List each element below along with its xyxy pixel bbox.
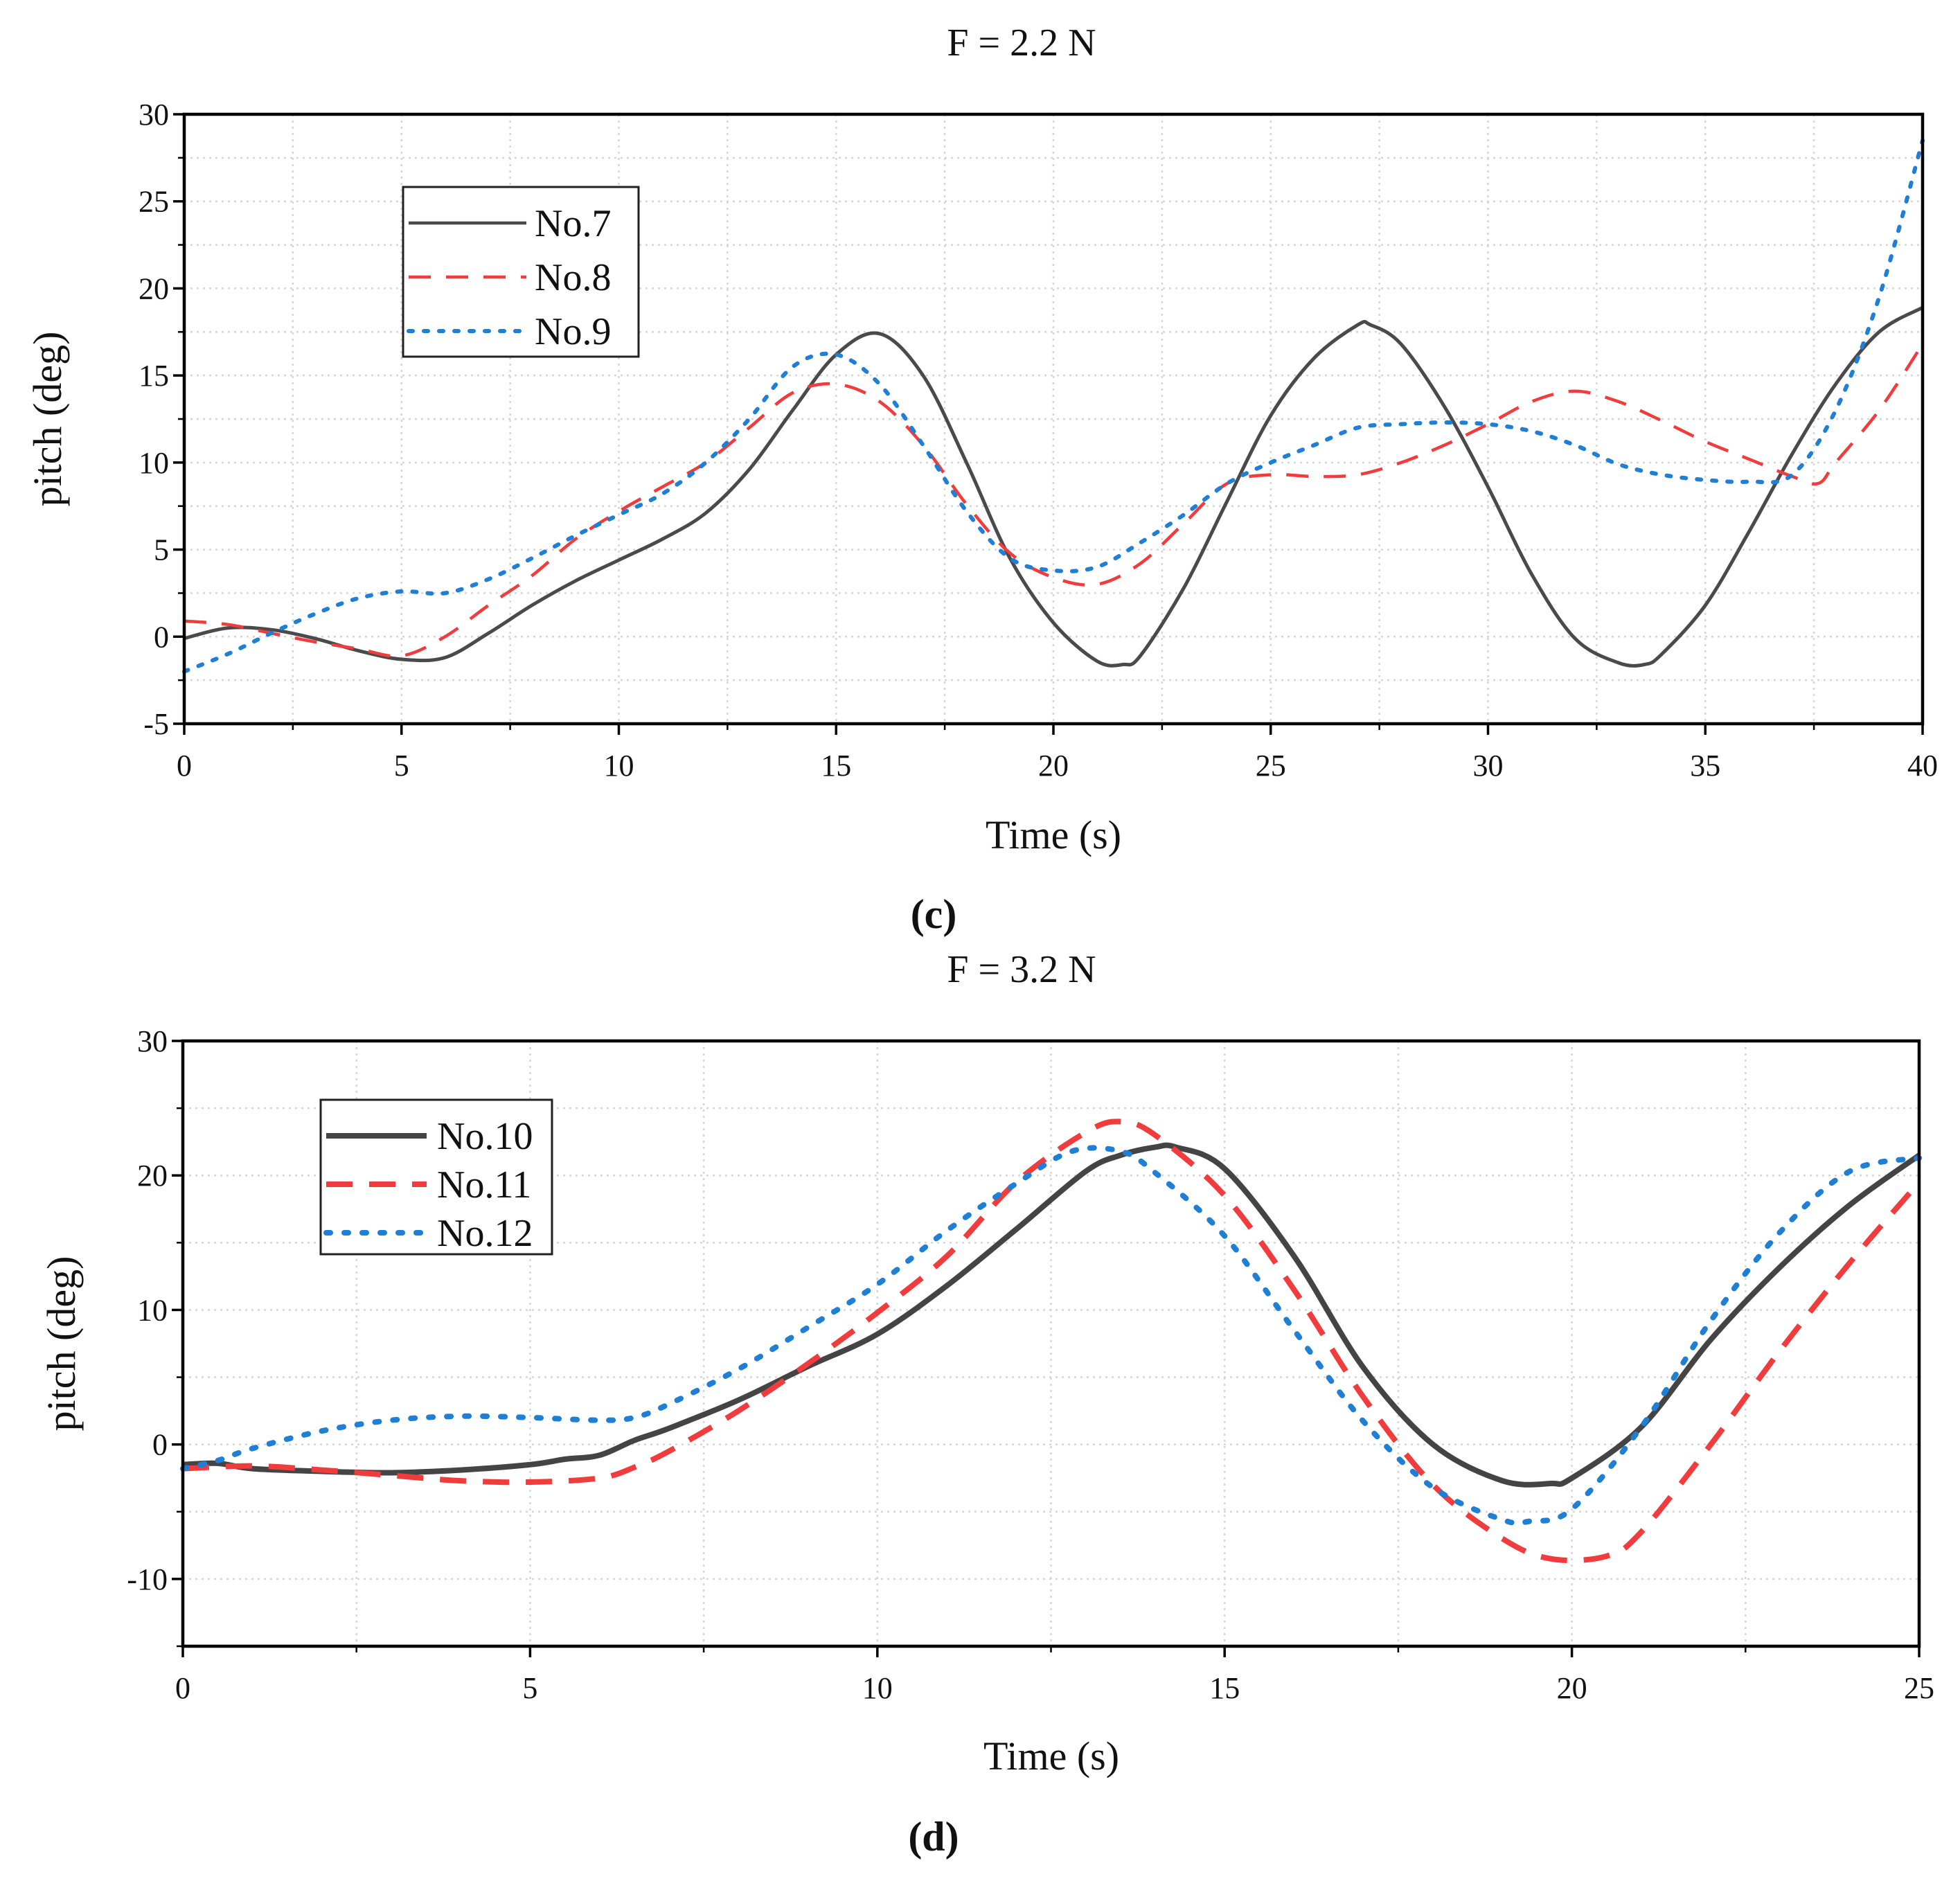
x-axis-label: Time (s) xyxy=(986,812,1121,857)
x-tick-label: 5 xyxy=(522,1671,537,1705)
panel-label: (c) xyxy=(911,891,957,937)
x-tick-label: 35 xyxy=(1690,749,1720,783)
plot-frame xyxy=(182,112,1925,726)
legend-label: No.12 xyxy=(437,1212,533,1255)
y-axis-label: pitch (deg) xyxy=(25,332,70,507)
x-tick-label: 25 xyxy=(1904,1671,1934,1705)
series-line-no7 xyxy=(184,305,1924,668)
x-tick-label: 0 xyxy=(175,1671,190,1705)
x-tick-label: 15 xyxy=(1209,1671,1240,1705)
grid xyxy=(183,1041,1919,1646)
series-group xyxy=(182,138,1925,674)
x-tick-label: 20 xyxy=(1557,1671,1587,1705)
y-axis-label: pitch (deg) xyxy=(39,1256,84,1432)
y-tick-label: 5 xyxy=(154,533,169,567)
series-line-no8 xyxy=(184,343,1924,658)
legend: No.10 No.11 No.12 xyxy=(319,1098,553,1256)
y-tick-label: 30 xyxy=(139,98,169,132)
chart-panel-c: F = 2.2 N 0 5 10 15 20 25 30 35 40-5051015202530… xyxy=(25,21,1938,937)
y-tick-label: 30 xyxy=(137,1024,168,1058)
series-line-no10 xyxy=(182,1142,1921,1488)
panel-label: (d) xyxy=(908,1814,959,1860)
series-line-no11 xyxy=(182,1118,1922,1564)
y-tick-label: 0 xyxy=(154,620,169,654)
series-group xyxy=(180,1118,1922,1564)
x-tick-label: 40 xyxy=(1907,749,1938,783)
legend-label: No.8 xyxy=(535,256,611,299)
x-tick-label: 0 xyxy=(177,749,192,783)
legend-box xyxy=(402,186,640,358)
legend: No.7 No.8 No.9 xyxy=(402,186,640,358)
series-line-no12 xyxy=(180,1145,1922,1526)
y-tick-label: -10 xyxy=(127,1562,168,1596)
axis-ticks: 0 5 10 15 20 25 -10 0 10 20 30 xyxy=(127,1024,1934,1705)
y-tick-label: 10 xyxy=(137,1293,168,1327)
x-tick-label: 15 xyxy=(821,749,851,783)
legend-label: No.10 xyxy=(437,1115,533,1158)
legend-label: No.7 xyxy=(535,202,611,245)
y-tick-label: 25 xyxy=(139,185,169,219)
y-tick-label: 20 xyxy=(137,1159,168,1193)
chart-title: F = 2.2 N xyxy=(947,21,1096,64)
legend-label: No.11 xyxy=(437,1164,531,1206)
x-tick-label: 5 xyxy=(394,749,409,783)
x-axis-label: Time (s) xyxy=(983,1733,1119,1779)
chart-title: F = 3.2 N xyxy=(947,948,1096,991)
plot-frame xyxy=(181,1039,1921,1648)
x-tick-label: 10 xyxy=(862,1671,893,1705)
y-tick-label: 15 xyxy=(139,359,169,393)
series-line-no9 xyxy=(182,138,1925,674)
legend-label: No.9 xyxy=(535,310,611,353)
y-tick-label: -5 xyxy=(143,707,169,741)
x-tick-label: 30 xyxy=(1473,749,1504,783)
x-tick-label: 10 xyxy=(604,749,634,783)
y-tick-label: 20 xyxy=(139,271,169,305)
y-tick-label: 10 xyxy=(139,446,169,480)
y-tick-label: 0 xyxy=(152,1428,168,1462)
x-tick-label: 25 xyxy=(1256,749,1286,783)
legend-box xyxy=(319,1098,553,1256)
x-tick-label: 20 xyxy=(1038,749,1069,783)
